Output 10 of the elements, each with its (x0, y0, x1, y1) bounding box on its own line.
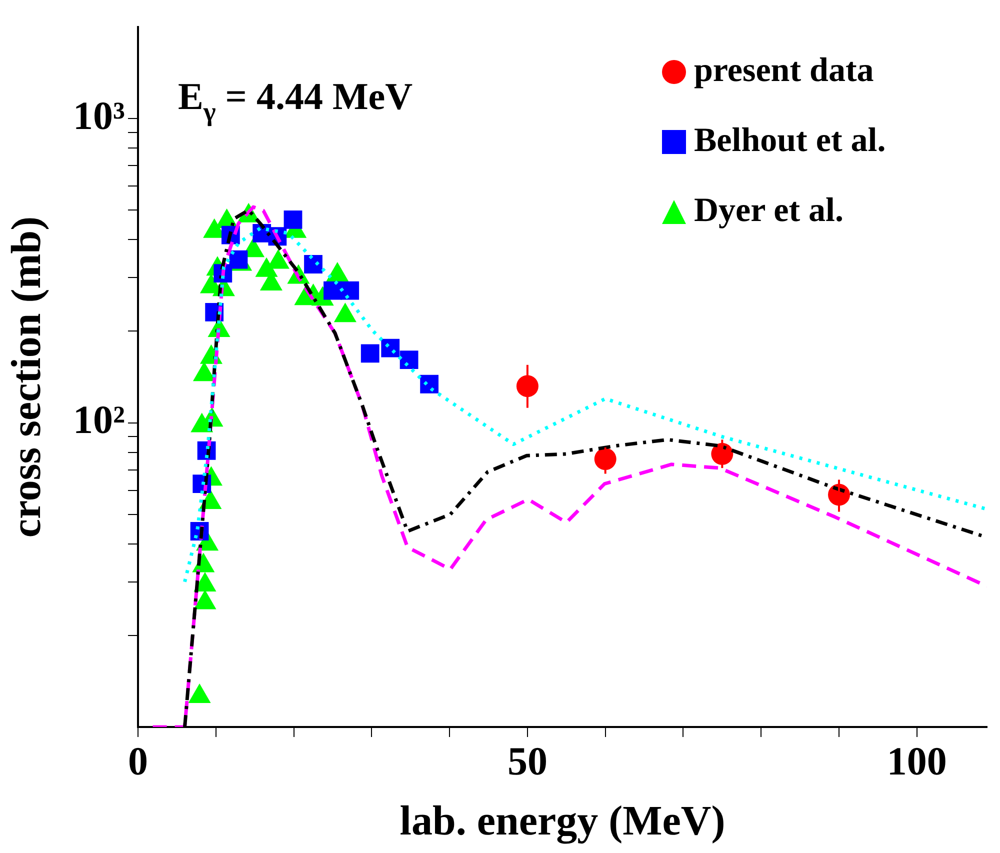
y-tick-label: 10² (73, 397, 125, 442)
x-tick-label: 0 (128, 738, 148, 784)
y-tick-label: 10³ (73, 92, 125, 138)
x-tick-label: 100 (886, 738, 947, 784)
x-tick-label: 50 (507, 738, 548, 784)
legend-label: Belhout et al. (694, 122, 886, 159)
y-axis-title: cross section (mb) (4, 216, 50, 538)
legend-label: Dyer et al. (694, 192, 844, 229)
legend-label: present data (694, 52, 874, 89)
x-axis-title: lab. energy (MeV) (400, 798, 726, 845)
